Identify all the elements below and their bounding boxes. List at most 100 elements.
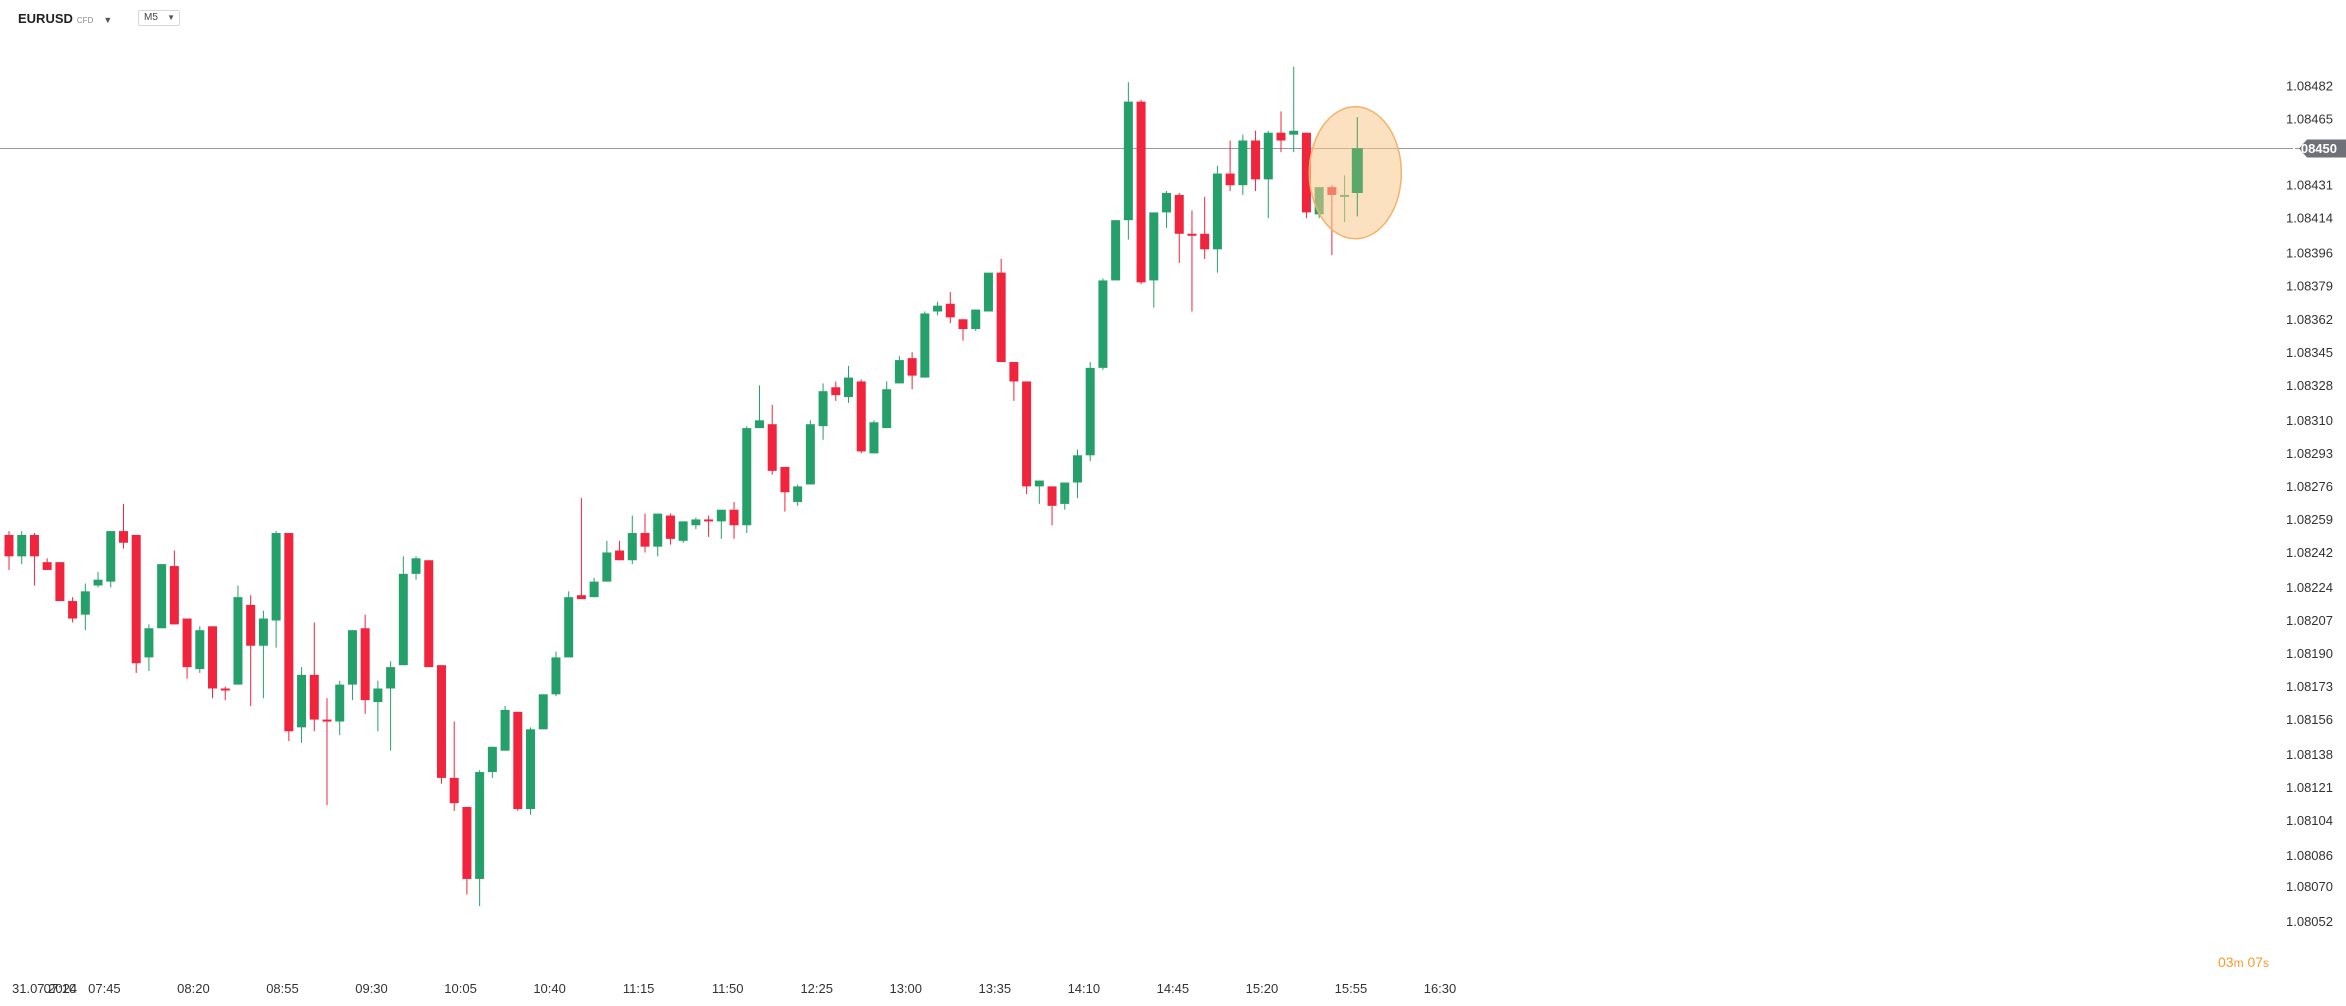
candle-body-down: [513, 711, 523, 809]
candle: [246, 595, 256, 706]
candle: [1136, 99, 1146, 285]
candle-body-down: [55, 562, 65, 602]
timer-seconds-unit: s: [2263, 956, 2270, 970]
candle: [424, 560, 434, 668]
candle-body-up: [627, 533, 637, 561]
candle: [793, 484, 803, 506]
price-tick-label: 1.08362: [2286, 312, 2333, 327]
candle-body-up: [602, 552, 612, 582]
candle: [615, 540, 625, 561]
candle: [1022, 381, 1032, 495]
candle: [526, 727, 536, 815]
candle-body-down: [704, 519, 714, 522]
candle: [182, 618, 192, 679]
price-tick-label: 1.08052: [2286, 914, 2333, 929]
candle: [767, 404, 777, 475]
candle-body-down: [1276, 132, 1286, 141]
candle-body-down: [665, 515, 675, 539]
candle-body-up: [1123, 101, 1133, 221]
candle-body-up: [818, 391, 828, 427]
candle-body-down: [1047, 486, 1057, 506]
price-tick-label: 1.08293: [2286, 446, 2333, 461]
candle-body-down: [1009, 362, 1019, 382]
price-tick-label: 1.08465: [2286, 112, 2333, 127]
price-tick-label: 1.08242: [2286, 545, 2333, 560]
candle: [347, 630, 357, 701]
timeframe-select[interactable]: M5 ▼: [138, 10, 180, 26]
price-tick-label: 1.08431: [2286, 178, 2333, 193]
candle-body-up: [1289, 130, 1299, 135]
price-axis[interactable]: 1.08482 1.08465 1.08450 1.08431 1.08414 1.083…: [2286, 79, 2346, 930]
candle-body-up: [297, 674, 307, 728]
candle: [144, 624, 154, 672]
price-tick-label: 1.08310: [2286, 413, 2333, 428]
candle-body-up: [1098, 280, 1108, 368]
candle-body-up: [1212, 173, 1222, 250]
candle: [678, 521, 688, 543]
symbol-tag: CFD: [76, 16, 94, 25]
candle: [1212, 165, 1222, 273]
candle-body-down: [1301, 132, 1311, 213]
candle-body-up: [933, 305, 943, 312]
candle: [513, 711, 523, 811]
candle: [729, 501, 739, 539]
candle: [1034, 480, 1044, 504]
candle: [1174, 192, 1184, 263]
candle: [29, 533, 39, 586]
candle: [983, 272, 993, 312]
candle-body-down: [449, 777, 459, 804]
candle-body-up: [398, 573, 408, 666]
candle: [398, 556, 408, 666]
symbol-selector[interactable]: EURUSD CFD ▼: [18, 11, 112, 26]
candle-body-down: [945, 303, 955, 318]
candle-body-down: [29, 534, 39, 557]
candle-body-up: [487, 746, 497, 773]
candle: [576, 498, 586, 600]
candle-body-down: [284, 533, 294, 732]
candle-body-up: [869, 422, 879, 454]
candle: [335, 680, 345, 736]
candle-body-down: [640, 533, 650, 547]
candle-body-down: [131, 534, 141, 664]
price-tick-label: 1.08328: [2286, 378, 2333, 393]
candle-body-up: [1034, 480, 1044, 487]
price-tick-label: 1.08276: [2286, 479, 2333, 494]
candle-body-up: [144, 628, 154, 658]
candle-body-down: [767, 424, 777, 471]
candle-body-up: [347, 630, 357, 685]
candle: [716, 509, 726, 539]
candle: [1187, 210, 1197, 312]
candle: [118, 503, 128, 549]
candle-body-down: [208, 626, 218, 689]
candle-body-up: [971, 309, 981, 329]
candle: [831, 381, 841, 401]
candle: [68, 597, 78, 623]
time-tick-label: 13:00: [889, 981, 922, 996]
candle: [1098, 278, 1108, 370]
candle: [475, 770, 485, 907]
candle-body-down: [729, 509, 739, 526]
candle-body-down: [1174, 194, 1184, 234]
candle-body-up: [1162, 192, 1172, 213]
candle: [1162, 191, 1172, 228]
candle-body-down: [1200, 233, 1210, 250]
candle: [844, 365, 854, 403]
candle-body-down: [1136, 101, 1146, 283]
candle-body-down: [309, 674, 319, 720]
candle: [754, 385, 764, 429]
candle-body-down: [436, 665, 446, 778]
timer-minutes-unit: m: [2233, 956, 2244, 970]
candle: [360, 614, 370, 714]
timeframe-value: M5: [144, 12, 158, 23]
candle-countdown-timer: 03m 07s: [2218, 954, 2269, 970]
candle-body-down: [68, 601, 78, 619]
price-tick-label: 1.08156: [2286, 712, 2333, 727]
candle-body-up: [653, 513, 663, 547]
time-tick-label: 11:15: [623, 981, 655, 996]
time-tick-label: 08:55: [266, 981, 299, 996]
candle: [894, 356, 904, 384]
candle: [907, 352, 917, 390]
candle: [500, 705, 510, 751]
